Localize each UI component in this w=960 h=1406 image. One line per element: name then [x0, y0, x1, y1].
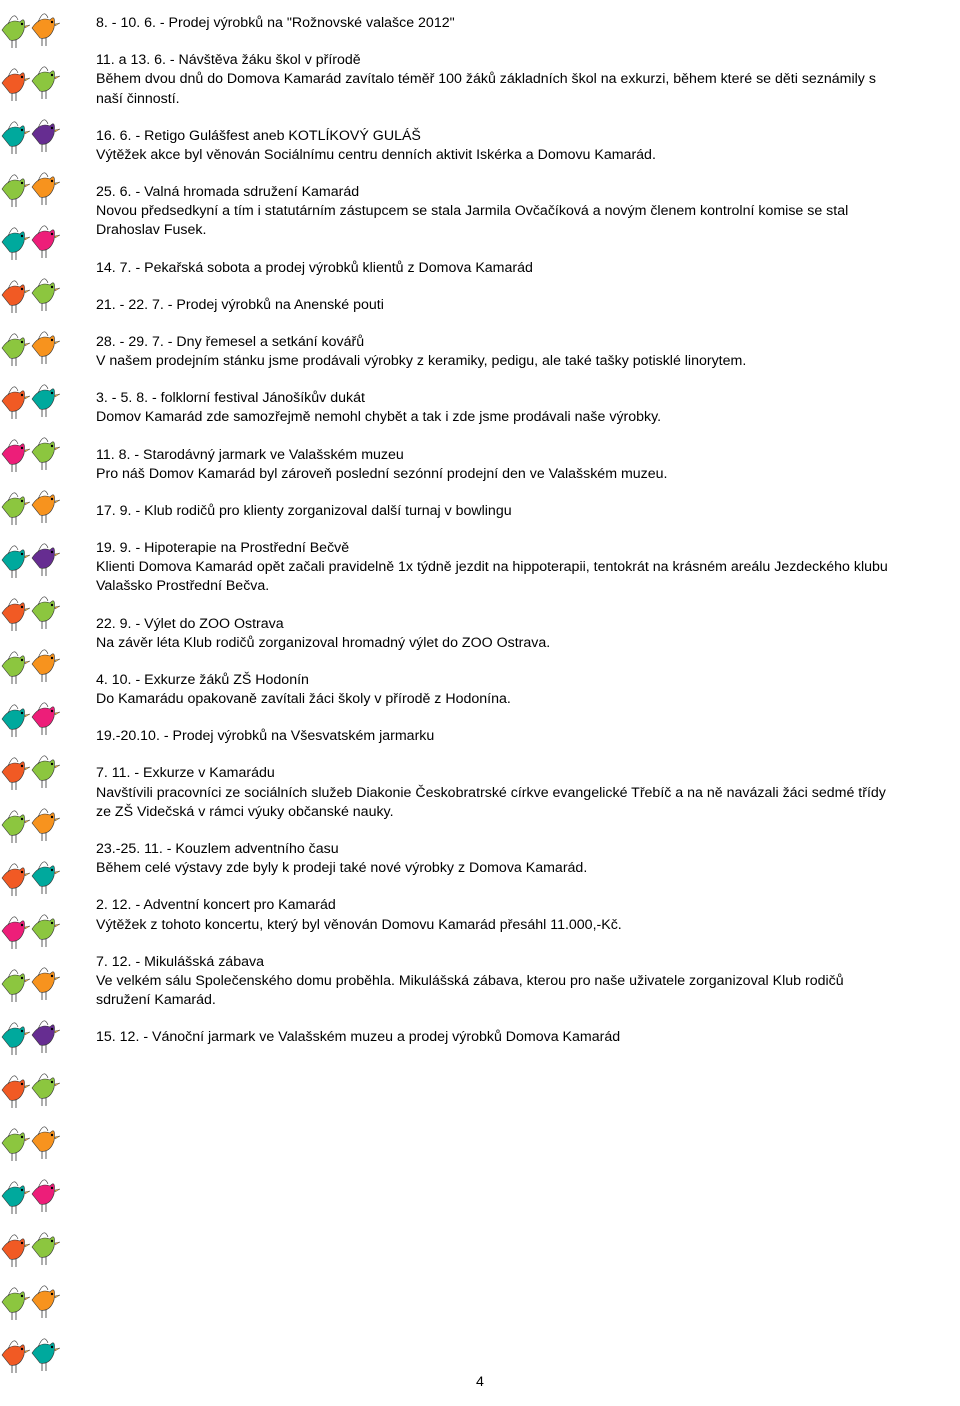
entry-body: Během dvou dnů do Domova Kamarád zavítal…	[96, 70, 896, 108]
entry: 16. 6. - Retigo Gulášfest aneb KOTLÍKOVÝ…	[96, 127, 896, 165]
entry: 11. 8. - Starodávný jarmark ve Valašském…	[96, 446, 896, 484]
entry: 23.-25. 11. - Kouzlem adventního časuBěh…	[96, 840, 896, 878]
entry-body: Výtěžek akce byl věnován Sociálnímu cent…	[96, 146, 896, 165]
entry-title: 11. 8. - Starodávný jarmark ve Valašském…	[96, 446, 896, 465]
bird-pair-icon	[0, 636, 62, 687]
bird-pair-icon	[0, 53, 62, 104]
bird-pair-icon	[0, 1325, 62, 1376]
decorative-sidebar	[0, 0, 70, 1406]
entry: 2. 12. - Adventní koncert pro KamarádVýt…	[96, 896, 896, 934]
bird-pair-icon	[0, 1007, 62, 1058]
bird-pair-icon	[0, 742, 62, 793]
entry-body: Během celé výstavy zde byly k prodeji ta…	[96, 859, 896, 878]
entry-body: Navštívili pracovníci ze sociálních služ…	[96, 784, 896, 822]
bird-pair-icon	[0, 371, 62, 422]
page-number: 4	[476, 1374, 484, 1390]
entry: 22. 9. - Výlet do ZOO OstravaNa závěr lé…	[96, 615, 896, 653]
entry-body: Novou předsedkyní a tím i statutárním zá…	[96, 202, 896, 240]
entry-title: 3. - 5. 8. - folklorní festival Jánošíků…	[96, 389, 896, 408]
entry-title: 19.-20.10. - Prodej výrobků na Všesvatsk…	[96, 727, 896, 746]
entry: 25. 6. - Valná hromada sdružení KamarádN…	[96, 183, 896, 241]
entry: 7. 12. - Mikulášská zábavaVe velkém sálu…	[96, 953, 896, 1011]
entry-title: 8. - 10. 6. - Prodej výrobků na "Rožnovs…	[96, 14, 896, 33]
bird-pair-icon	[0, 901, 62, 952]
entry-title: 15. 12. - Vánoční jarmark ve Valašském m…	[96, 1028, 896, 1047]
entry-body: Domov Kamarád zde samozřejmě nemohl chyb…	[96, 408, 896, 427]
bird-pair-icon	[0, 1060, 62, 1111]
entry: 17. 9. - Klub rodičů pro klienty zorgani…	[96, 502, 896, 521]
entry-title: 25. 6. - Valná hromada sdružení Kamarád	[96, 183, 896, 202]
entry-title: 22. 9. - Výlet do ZOO Ostrava	[96, 615, 896, 634]
entry-body: Výtěžek z tohoto koncertu, který byl věn…	[96, 916, 896, 935]
document-content: 8. - 10. 6. - Prodej výrobků na "Rožnovs…	[96, 14, 896, 1065]
bird-pair-icon	[0, 159, 62, 210]
entry: 4. 10. - Exkurze žáků ZŠ HodonínDo Kamar…	[96, 671, 896, 709]
entry-title: 19. 9. - Hipoterapie na Prostřední Bečvě	[96, 539, 896, 558]
entry-body: V našem prodejním stánku jsme prodávali …	[96, 352, 896, 371]
entry: 3. - 5. 8. - folklorní festival Jánošíků…	[96, 389, 896, 427]
entry: 19. 9. - Hipoterapie na Prostřední Bečvě…	[96, 539, 896, 597]
bird-pair-icon	[0, 106, 62, 157]
entry-title: 2. 12. - Adventní koncert pro Kamarád	[96, 896, 896, 915]
entry-title: 4. 10. - Exkurze žáků ZŠ Hodonín	[96, 671, 896, 690]
bird-pair-icon	[0, 1113, 62, 1164]
bird-pair-icon	[0, 318, 62, 369]
entry-title: 7. 11. - Exkurze v Kamarádu	[96, 764, 896, 783]
entry-title: 16. 6. - Retigo Gulášfest aneb KOTLÍKOVÝ…	[96, 127, 896, 146]
entry: 15. 12. - Vánoční jarmark ve Valašském m…	[96, 1028, 896, 1047]
bird-pair-icon	[0, 689, 62, 740]
entry-title: 11. a 13. 6. - Návštěva žáku škol v přír…	[96, 51, 896, 70]
bird-pair-icon	[0, 954, 62, 1005]
entry-body: Na závěr léta Klub rodičů zorganizoval h…	[96, 634, 896, 653]
entry-body: Pro náš Domov Kamarád byl zároveň posled…	[96, 465, 896, 484]
bird-pair-icon	[0, 477, 62, 528]
bird-pair-icon	[0, 265, 62, 316]
entry: 19.-20.10. - Prodej výrobků na Všesvatsk…	[96, 727, 896, 746]
entry: 7. 11. - Exkurze v KamaráduNavštívili pr…	[96, 764, 896, 822]
entry-body: Klienti Domova Kamarád opět začali pravi…	[96, 558, 896, 596]
bird-pair-icon	[0, 530, 62, 581]
entry: 11. a 13. 6. - Návštěva žáku škol v přír…	[96, 51, 896, 109]
entry-title: 7. 12. - Mikulášská zábava	[96, 953, 896, 972]
entry: 14. 7. - Pekařská sobota a prodej výrobk…	[96, 259, 896, 278]
bird-pair-icon	[0, 1272, 62, 1323]
bird-pair-icon	[0, 212, 62, 263]
entry-title: 23.-25. 11. - Kouzlem adventního času	[96, 840, 896, 859]
bird-pair-icon	[0, 848, 62, 899]
bird-pair-icon	[0, 1219, 62, 1270]
entry-title: 21. - 22. 7. - Prodej výrobků na Anenské…	[96, 296, 896, 315]
entry: 8. - 10. 6. - Prodej výrobků na "Rožnovs…	[96, 14, 896, 33]
bird-pair-icon	[0, 1166, 62, 1217]
entry: 28. - 29. 7. - Dny řemesel a setkání kov…	[96, 333, 896, 371]
bird-pair-icon	[0, 795, 62, 846]
entry-title: 17. 9. - Klub rodičů pro klienty zorgani…	[96, 502, 896, 521]
entry-body: Do Kamarádu opakovaně zavítali žáci škol…	[96, 690, 896, 709]
entry-title: 28. - 29. 7. - Dny řemesel a setkání kov…	[96, 333, 896, 352]
bird-pair-icon	[0, 583, 62, 634]
entry-title: 14. 7. - Pekařská sobota a prodej výrobk…	[96, 259, 896, 278]
bird-pair-icon	[0, 424, 62, 475]
entry-body: Ve velkém sálu Společenského domu proběh…	[96, 972, 896, 1010]
entry: 21. - 22. 7. - Prodej výrobků na Anenské…	[96, 296, 896, 315]
bird-pair-icon	[0, 0, 62, 51]
